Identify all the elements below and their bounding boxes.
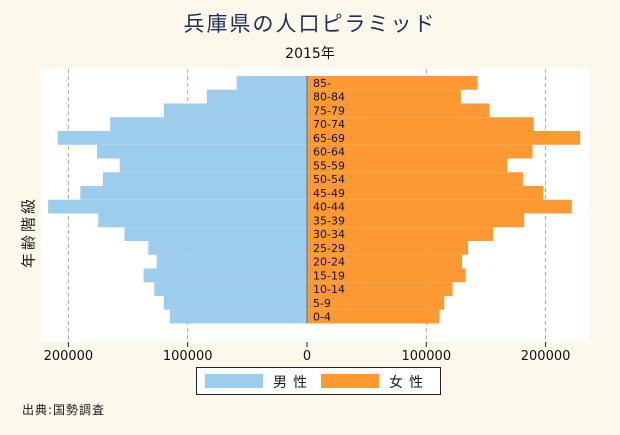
bar-male <box>124 227 307 241</box>
bar-male <box>97 144 307 159</box>
age-label: 35-39 <box>313 214 345 227</box>
bar-female <box>307 282 453 296</box>
bar-female <box>307 227 494 241</box>
age-labels: 0-45-910-1415-1920-2425-2930-3435-3940-4… <box>313 77 345 324</box>
bar-female <box>307 144 533 159</box>
bar-male <box>110 117 307 131</box>
age-label: 55-59 <box>313 159 345 172</box>
age-label: 80-84 <box>313 91 345 104</box>
age-label: 60-64 <box>313 146 345 159</box>
x-ticks: 200000 100000 0 100000 200000 <box>44 342 571 364</box>
age-label: 50-54 <box>313 173 345 186</box>
age-label: 15-19 <box>313 269 345 282</box>
legend-label-male: 男性 <box>273 375 313 391</box>
legend: 男性 女性 <box>196 367 441 395</box>
bar-female <box>307 172 523 186</box>
bar-female <box>307 117 534 131</box>
bar-female <box>307 309 440 324</box>
bar-male <box>206 89 307 104</box>
bar-male <box>169 309 307 324</box>
age-label: 65-69 <box>313 132 345 145</box>
bar-female <box>307 158 508 173</box>
bar-female <box>307 199 572 214</box>
bar-male <box>98 213 307 228</box>
bar-male <box>156 254 307 269</box>
bar-male <box>143 268 307 283</box>
source-note: 出典:国勢調査 <box>22 403 106 417</box>
bar-male <box>154 282 307 296</box>
bar-male <box>48 199 308 214</box>
age-label: 70-74 <box>313 118 345 131</box>
bar-male <box>102 172 307 186</box>
chart-title: 兵庫県の人口ピラミッド <box>183 12 437 36</box>
x-tick-label: 100000 <box>401 349 451 364</box>
bar-female <box>307 268 466 283</box>
bar-male <box>148 241 307 255</box>
bar-female <box>307 241 469 255</box>
x-tick-label: 100000 <box>163 349 213 364</box>
x-tick-label: 200000 <box>521 349 571 364</box>
age-label: 25-29 <box>313 242 345 255</box>
bar-male <box>236 76 307 90</box>
bar-male <box>119 158 307 173</box>
bar-male <box>80 186 307 200</box>
bar-female <box>307 254 463 269</box>
age-label: 30-34 <box>313 228 345 241</box>
chart-subtitle: 2015年 <box>285 46 335 62</box>
bar-male <box>163 296 307 310</box>
age-label: 45-49 <box>313 187 345 200</box>
bar-male <box>163 103 307 118</box>
age-label: 75-79 <box>313 104 345 117</box>
x-tick-label: 0 <box>303 349 311 364</box>
bar-male <box>57 131 308 145</box>
age-label: 5-9 <box>313 297 331 310</box>
age-label: 10-14 <box>313 283 345 296</box>
x-tick-label: 200000 <box>44 349 94 364</box>
bar-female <box>307 131 581 145</box>
bars <box>48 76 581 324</box>
bar-female <box>307 76 478 90</box>
age-label: 85- <box>313 77 331 90</box>
bar-female <box>307 89 461 104</box>
age-label: 20-24 <box>313 256 345 269</box>
legend-swatch-male <box>205 374 263 388</box>
bar-female <box>307 103 490 118</box>
bar-female <box>307 213 525 228</box>
age-label: 0-4 <box>313 311 331 324</box>
bar-female <box>307 296 445 310</box>
bar-female <box>307 186 544 200</box>
age-label: 40-44 <box>313 201 345 214</box>
legend-swatch-female <box>321 374 379 388</box>
legend-label-female: 女性 <box>389 375 429 391</box>
